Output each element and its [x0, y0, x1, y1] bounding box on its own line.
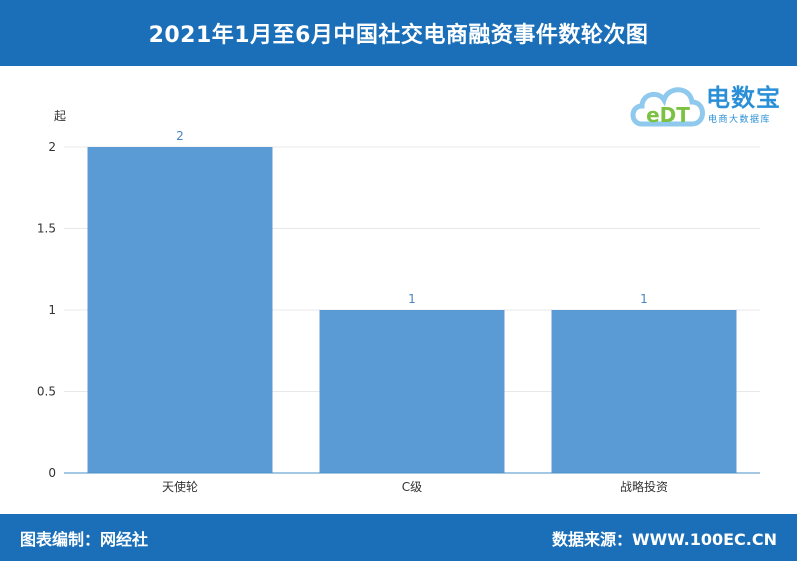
- logo-brand: 电数宝: [706, 84, 781, 112]
- y-tick-label: 1: [48, 303, 56, 317]
- logo-mark-text: eDT: [646, 103, 690, 127]
- bars: [87, 147, 737, 473]
- bar-chart: 起 0 0.5 1 1.5 2 2 1 1 天使轮 C级 战略投资: [37, 109, 760, 494]
- y-tick-label: 0.5: [37, 385, 56, 399]
- chart-title: 2021年1月至6月中国社交电商融资事件数轮次图: [148, 23, 649, 48]
- chart-footer: 图表编制：网经社 数据来源：WWW.100EC.CN: [0, 514, 797, 561]
- y-tick-label: 1.5: [37, 222, 56, 236]
- logo-tagline: 电商大数据库: [708, 115, 772, 125]
- bar-data-label: 1: [408, 292, 416, 306]
- bar: [87, 147, 273, 473]
- y-axis-ticks: 0 0.5 1 1.5 2: [37, 140, 56, 480]
- bar-data-label: 1: [640, 292, 648, 306]
- y-axis-unit-label: 起: [54, 109, 66, 123]
- x-category-label: 战略投资: [620, 479, 668, 494]
- x-category-label: 天使轮: [162, 479, 198, 494]
- chart-header: 2021年1月至6月中国社交电商融资事件数轮次图: [0, 0, 797, 66]
- bar: [319, 310, 505, 473]
- bar-data-label: 2: [176, 129, 184, 143]
- footer-credit: 图表编制：网经社: [20, 529, 149, 549]
- footer-source: 数据来源：WWW.100EC.CN: [551, 529, 777, 549]
- y-tick-label: 0: [48, 466, 56, 480]
- logo: eDT 电数宝 电商大数据库: [628, 72, 793, 134]
- x-category-label: C级: [402, 480, 422, 494]
- y-tick-label: 2: [48, 140, 56, 154]
- x-axis-categories: 天使轮 C级 战略投资: [162, 479, 668, 494]
- cloud-logo-icon: eDT: [630, 87, 705, 127]
- data-labels: 2 1 1: [176, 129, 648, 306]
- bar: [551, 310, 737, 473]
